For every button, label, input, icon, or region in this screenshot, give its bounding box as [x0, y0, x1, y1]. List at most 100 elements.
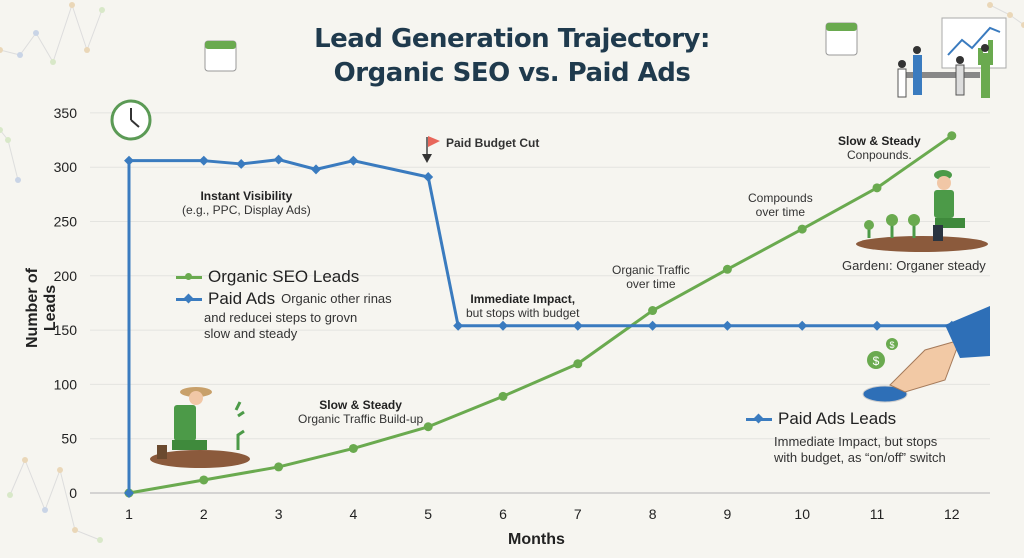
y-tick-label: 50: [61, 431, 77, 447]
network-node: [17, 52, 23, 58]
x-tick-label: 12: [944, 506, 960, 522]
legend-label: Paid Ads: [208, 289, 276, 308]
legend-item-organic: Organic SEO Leads: [176, 266, 392, 288]
network-line: [0, 3, 103, 64]
gardener-caption: Gardenı: Organer steady: [842, 258, 986, 273]
annotation-subtitle: Organic Traffic Build-up: [298, 412, 424, 426]
x-tick-label: 5: [424, 506, 432, 522]
legend-note: Immediate Impact, but stops: [774, 434, 938, 449]
x-tick-label: 3: [275, 506, 283, 522]
legend-note: and reducei steps to grovn: [204, 310, 358, 325]
annotation-instant-visibility: Instant Visibility (e.g., PPC, Display A…: [182, 189, 311, 217]
x-tick-labels: 1 2 3 4 5 6 7 8 9 10 11 12: [125, 506, 960, 522]
y-tick-label: 350: [54, 105, 78, 121]
gardener-right-illustration: [856, 170, 988, 252]
network-node: [15, 177, 21, 183]
data-point-paid: [453, 320, 464, 331]
network-node: [97, 537, 103, 543]
hand-pressing-button-illustration: $ $: [862, 306, 990, 403]
y-tick-label: 100: [54, 376, 78, 392]
data-point-paid: [722, 320, 733, 331]
annotation-line: Organic Traffic: [612, 263, 690, 277]
network-node: [72, 527, 78, 533]
legend-swatch-paid: [746, 413, 772, 423]
data-point-paid: [797, 320, 808, 331]
annotation-title: Slow & Steady: [838, 134, 921, 148]
calendar-icon: [825, 22, 858, 56]
network-node: [42, 507, 48, 513]
y-tick-labels: 0 50 100 150 200 250 300 350: [54, 105, 78, 501]
network-node: [99, 7, 105, 13]
network-node: [987, 2, 993, 8]
annotation-title: Immediate Impact,: [470, 292, 576, 306]
annotation-paid-budget-cut: Paid Budget Cut: [446, 136, 540, 150]
x-tick-label: 10: [794, 506, 810, 522]
team-meeting-illustration: [897, 17, 1007, 98]
network-line: [9, 458, 101, 541]
data-point-organic: [947, 131, 957, 141]
network-node: [0, 127, 3, 133]
calendar-icon: [204, 40, 237, 72]
data-point-organic: [498, 391, 508, 401]
network-node: [22, 457, 28, 463]
legend-swatch-organic: [176, 272, 202, 280]
x-axis-label: Months: [508, 531, 565, 548]
network-node: [1021, 22, 1024, 28]
y-tick-label: 250: [54, 214, 78, 230]
data-point-organic: [348, 443, 358, 453]
gardener-left-illustration: [150, 387, 250, 468]
data-point-organic: [872, 183, 882, 193]
data-point-paid: [273, 154, 284, 165]
data-point-paid: [872, 320, 882, 331]
series-line-paid: [127, 158, 952, 493]
data-point-organic: [423, 422, 433, 432]
flag-icon: [422, 136, 440, 163]
data-point-paid: [348, 155, 359, 166]
series-lines: [124, 131, 957, 498]
annotation-subtitle: but stops with budget: [466, 306, 580, 320]
annotation-subtitle: (e.g., PPC, Display Ads): [182, 203, 311, 217]
data-point-paid: [124, 488, 134, 498]
y-axis-label: Number of Leads: [24, 268, 59, 348]
network-node: [0, 47, 3, 53]
data-point-paid: [647, 320, 658, 331]
network-node: [5, 137, 11, 143]
legend-note: with budget, as “on/off” switch: [774, 450, 946, 465]
data-point-organic: [199, 475, 209, 485]
x-tick-label: 11: [870, 506, 885, 522]
svg-text:$: $: [889, 340, 894, 350]
data-point-paid: [236, 158, 247, 169]
title-line-2: Organic SEO vs. Paid Ads: [333, 58, 691, 88]
legend-item-paid-leads: Paid Ads Leads: [746, 408, 946, 430]
legend-label: Organic SEO Leads: [208, 267, 360, 286]
annotation-organic-traffic: Organic Traffic over time: [612, 263, 690, 291]
annotation-title: Slow & Steady: [319, 398, 402, 412]
data-point-paid: [572, 320, 583, 331]
network-node: [1007, 12, 1013, 18]
annotation-line: Compounds: [748, 191, 813, 205]
data-point-organic: [573, 359, 583, 369]
y-tick-label: 0: [69, 485, 77, 501]
x-tick-label: 9: [724, 506, 732, 522]
legend-swatch-paid: [176, 293, 202, 303]
data-point-paid: [498, 320, 508, 331]
network-node: [84, 47, 90, 53]
x-tick-label: 4: [350, 506, 358, 522]
network-node: [50, 59, 56, 65]
network-node: [69, 2, 75, 8]
data-point-organic: [648, 306, 658, 316]
x-tick-label: 6: [499, 506, 507, 522]
clock-icon: [110, 99, 152, 141]
annotation-line: over time: [626, 277, 676, 291]
background-network-decoration: [0, 2, 1024, 543]
network-node: [33, 30, 39, 36]
chart-title: Lead Generation Trajectory: Organic SEO …: [262, 22, 762, 90]
y-tick-label: 300: [54, 159, 78, 175]
series-line-organic: [128, 134, 953, 495]
annotation-line: over time: [755, 205, 806, 219]
annotation-slow-steady: Slow & Steady Organic Traffic Build-up: [298, 398, 423, 426]
legend-item-paid: Paid Ads Organic other rinas: [176, 288, 392, 310]
network-node: [7, 492, 13, 498]
data-point-organic: [722, 264, 732, 274]
